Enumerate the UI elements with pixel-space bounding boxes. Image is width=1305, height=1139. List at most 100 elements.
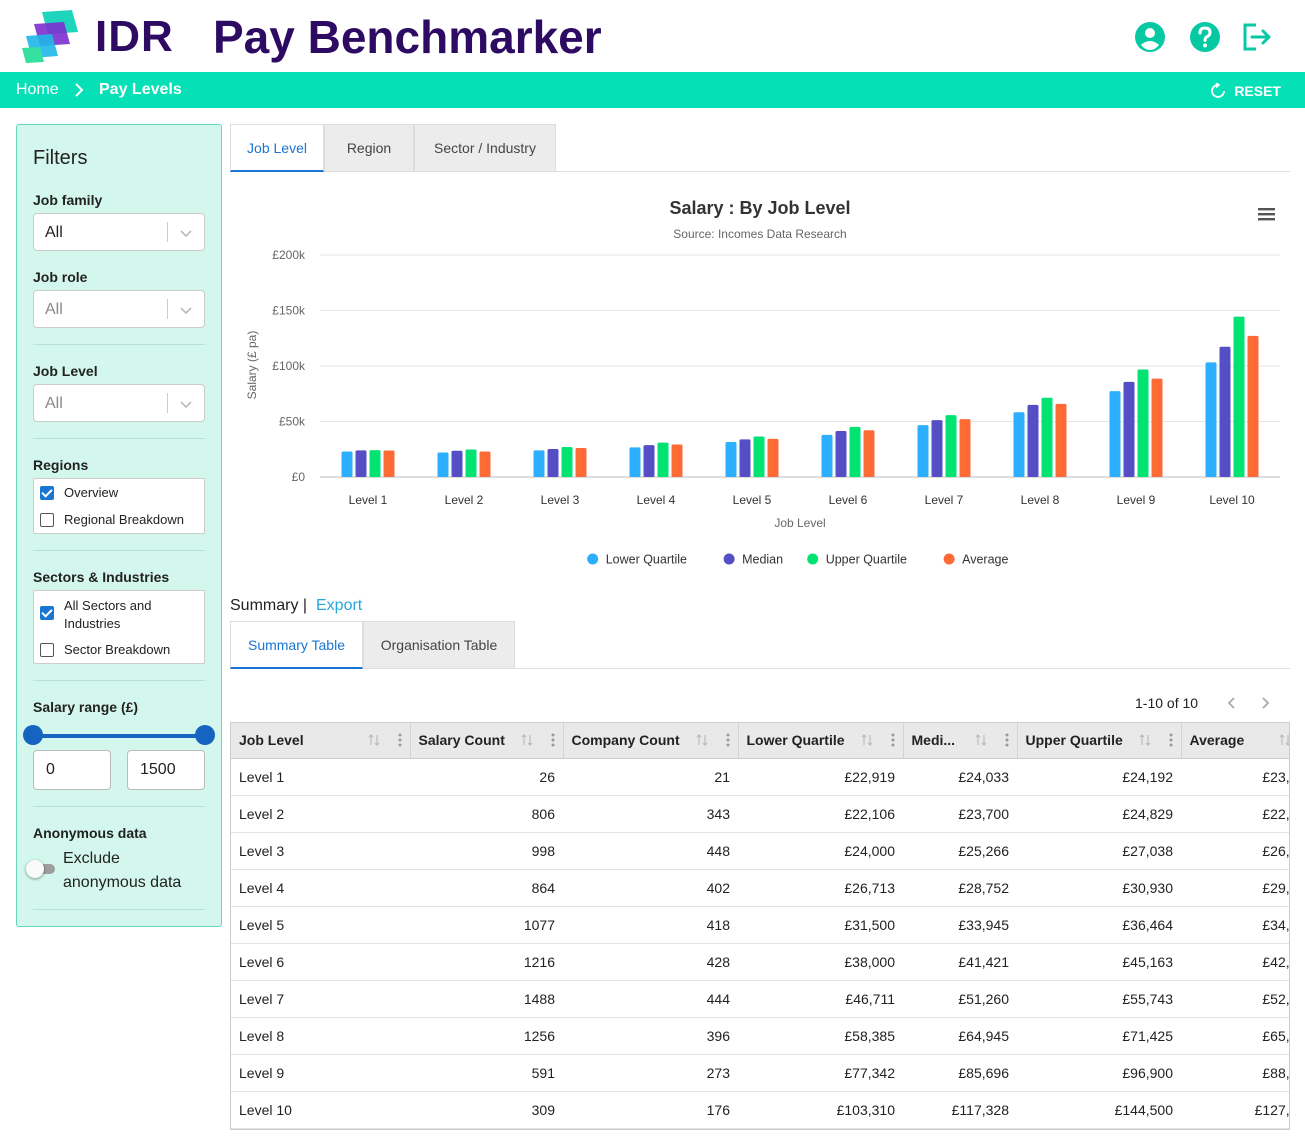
column-header[interactable]: Average bbox=[1181, 723, 1291, 759]
bar-upper-quartile[interactable] bbox=[753, 436, 765, 477]
all-sectors-checkbox[interactable]: All Sectors and Industries bbox=[40, 597, 190, 633]
bar-lower-quartile[interactable] bbox=[533, 450, 545, 477]
table-row[interactable]: Level 9591273£77,342£85,696£96,900£88,59… bbox=[231, 1054, 1289, 1092]
bar-upper-quartile[interactable] bbox=[849, 426, 861, 477]
bar-median[interactable] bbox=[451, 450, 463, 477]
column-header[interactable]: Salary Count bbox=[410, 723, 564, 759]
column-menu-icon[interactable] bbox=[891, 733, 895, 747]
job-level-select[interactable]: All bbox=[33, 384, 205, 422]
bar-median[interactable] bbox=[1219, 346, 1231, 477]
column-menu-icon[interactable] bbox=[398, 733, 402, 747]
bar-upper-quartile[interactable] bbox=[561, 446, 573, 477]
bar-upper-quartile[interactable] bbox=[1233, 316, 1245, 477]
export-link[interactable]: Export bbox=[316, 597, 363, 614]
tab-sector-industry[interactable]: Sector / Industry bbox=[414, 124, 556, 172]
legend-item[interactable]: Upper Quartile bbox=[807, 553, 907, 567]
bar-average[interactable] bbox=[1151, 378, 1163, 477]
table-row[interactable]: Level 2806343£22,106£23,700£24,829£22,94… bbox=[231, 795, 1289, 833]
tab-organisation-table[interactable]: Organisation Table bbox=[363, 621, 515, 669]
sort-icon[interactable] bbox=[1279, 733, 1291, 747]
salary-max-input[interactable]: 1500 bbox=[127, 750, 205, 790]
table-row[interactable]: Level 4864402£26,713£28,752£30,930£29,28… bbox=[231, 869, 1289, 907]
bar-average[interactable] bbox=[575, 447, 587, 477]
bar-upper-quartile[interactable] bbox=[1041, 397, 1053, 477]
legend-item[interactable]: Median bbox=[723, 553, 784, 567]
column-menu-icon[interactable] bbox=[1169, 733, 1173, 747]
bar-median[interactable] bbox=[355, 450, 367, 477]
bar-lower-quartile[interactable] bbox=[725, 442, 737, 477]
table-row[interactable]: Level 71488444£46,711£51,260£55,743£52,0… bbox=[231, 980, 1289, 1018]
column-menu-icon[interactable] bbox=[726, 733, 730, 747]
table-row[interactable]: Level 61216428£38,000£41,421£45,163£42,0… bbox=[231, 943, 1289, 981]
tab-region[interactable]: Region bbox=[324, 124, 414, 172]
bar-upper-quartile[interactable] bbox=[1137, 369, 1149, 477]
reset-button[interactable]: RESET bbox=[1210, 80, 1281, 102]
chevron-right-icon[interactable] bbox=[1257, 694, 1273, 712]
column-header[interactable]: Job Level bbox=[231, 723, 411, 759]
bar-lower-quartile[interactable] bbox=[1013, 412, 1025, 477]
bar-average[interactable] bbox=[1247, 335, 1259, 477]
sort-icon[interactable] bbox=[861, 733, 873, 747]
column-header[interactable]: Lower Quartile bbox=[738, 723, 904, 759]
bar-average[interactable] bbox=[959, 419, 971, 477]
bar-upper-quartile[interactable] bbox=[465, 449, 477, 477]
bar-median[interactable] bbox=[739, 439, 751, 477]
bar-upper-quartile[interactable] bbox=[369, 450, 381, 477]
bar-lower-quartile[interactable] bbox=[917, 425, 929, 477]
bar-average[interactable] bbox=[479, 451, 491, 477]
sort-icon[interactable] bbox=[975, 733, 987, 747]
salary-min-input[interactable]: 0 bbox=[33, 750, 111, 790]
bar-average[interactable] bbox=[863, 430, 875, 477]
bar-median[interactable] bbox=[547, 448, 559, 477]
tab-job-level[interactable]: Job Level bbox=[230, 124, 324, 172]
job-family-select[interactable]: All bbox=[33, 213, 205, 251]
bar-average[interactable] bbox=[1055, 403, 1067, 477]
chart-menu-icon[interactable] bbox=[1257, 206, 1277, 222]
sort-icon[interactable] bbox=[521, 733, 533, 747]
bar-median[interactable] bbox=[835, 431, 847, 477]
salary-range-max-thumb[interactable] bbox=[195, 725, 215, 745]
salary-range-min-thumb[interactable] bbox=[23, 725, 43, 745]
salary-range-track[interactable] bbox=[34, 734, 206, 738]
column-header[interactable]: Medi... bbox=[903, 723, 1018, 759]
bar-average[interactable] bbox=[383, 450, 395, 477]
bar-upper-quartile[interactable] bbox=[945, 415, 957, 477]
bar-lower-quartile[interactable] bbox=[1109, 391, 1121, 477]
legend-item[interactable]: Lower Quartile bbox=[587, 553, 687, 567]
bar-upper-quartile[interactable] bbox=[657, 442, 669, 477]
bar-average[interactable] bbox=[767, 438, 779, 477]
table-row[interactable]: Level 10 309 176 £103,310 £117,328 £144,500 £1… bbox=[231, 1091, 1289, 1129]
job-role-select[interactable]: All bbox=[33, 290, 205, 328]
legend-item[interactable]: Average bbox=[943, 553, 1009, 567]
column-header[interactable]: Upper Quartile bbox=[1017, 723, 1182, 759]
bar-lower-quartile[interactable] bbox=[821, 434, 833, 477]
bar-median[interactable] bbox=[643, 445, 655, 477]
table-row[interactable]: Level 3998448£24,000£25,266£27,038£26,15… bbox=[231, 832, 1289, 870]
bar-median[interactable] bbox=[1123, 381, 1135, 477]
bar-lower-quartile[interactable] bbox=[629, 447, 641, 477]
bar-lower-quartile[interactable] bbox=[341, 451, 353, 477]
sort-icon[interactable] bbox=[1139, 733, 1151, 747]
bar-lower-quartile[interactable] bbox=[437, 452, 449, 477]
sort-icon[interactable] bbox=[368, 733, 380, 747]
bar-lower-quartile[interactable] bbox=[1205, 362, 1217, 477]
anonymous-toggle-switch[interactable] bbox=[26, 860, 44, 878]
logout-icon[interactable] bbox=[1240, 20, 1274, 54]
bar-median[interactable] bbox=[1027, 404, 1039, 477]
sort-icon[interactable] bbox=[696, 733, 708, 747]
help-icon[interactable] bbox=[1188, 20, 1222, 54]
tab-summary-table[interactable]: Summary Table bbox=[230, 621, 363, 669]
regional-breakdown-checkbox[interactable]: Regional Breakdown bbox=[40, 512, 184, 527]
bar-median[interactable] bbox=[931, 420, 943, 477]
column-menu-icon[interactable] bbox=[551, 733, 555, 747]
column-header[interactable]: Company Count bbox=[563, 723, 739, 759]
bar-average[interactable] bbox=[671, 444, 683, 477]
breadcrumb-home-link[interactable]: Home bbox=[16, 81, 59, 98]
column-menu-icon[interactable] bbox=[1005, 733, 1009, 747]
table-row[interactable]: Level 81256396£58,385£64,945£71,425£65,8… bbox=[231, 1017, 1289, 1055]
sector-breakdown-checkbox[interactable]: Sector Breakdown bbox=[40, 642, 170, 657]
region-overview-checkbox[interactable]: Overview bbox=[40, 485, 118, 500]
table-row[interactable]: Level 51077418£31,500£33,945£36,464£34,3… bbox=[231, 906, 1289, 944]
chevron-left-icon[interactable] bbox=[1224, 694, 1240, 712]
